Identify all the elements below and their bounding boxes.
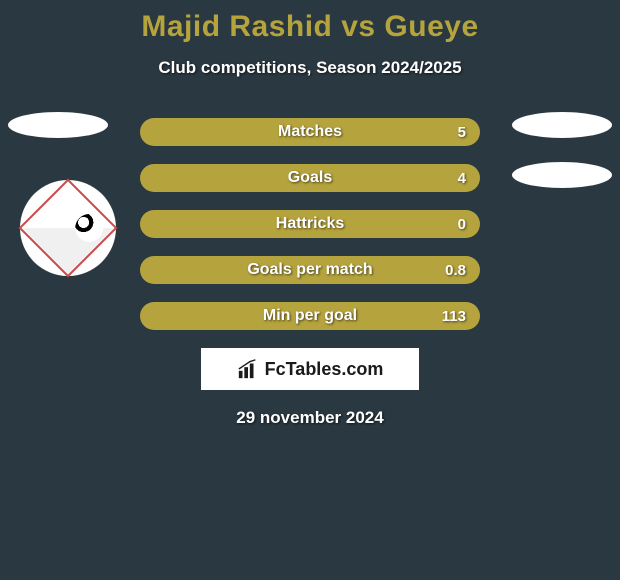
player-left-pill xyxy=(8,112,108,138)
stat-label: Hattricks xyxy=(276,215,344,233)
player-right-pill-2 xyxy=(512,162,612,188)
stat-bar: Hattricks 0 xyxy=(140,210,480,238)
date-label: 29 november 2024 xyxy=(0,408,620,428)
stat-bar: Matches 5 xyxy=(140,118,480,146)
stat-bar: Goals 4 xyxy=(140,164,480,192)
club-badge-icon xyxy=(19,179,118,278)
club-badge xyxy=(20,180,116,276)
stat-bar: Goals per match 0.8 xyxy=(140,256,480,284)
stat-label: Matches xyxy=(278,123,342,141)
barchart-icon xyxy=(237,358,259,380)
stat-value: 5 xyxy=(458,124,466,141)
stat-bar: Min per goal 113 xyxy=(140,302,480,330)
player-right-pill-1 xyxy=(512,112,612,138)
stat-value: 0.8 xyxy=(445,262,466,279)
stat-label: Goals xyxy=(288,169,332,187)
stats-area: Matches 5 Goals 4 Hattricks 0 Goals per … xyxy=(0,118,620,330)
comparison-title: Majid Rashid vs Gueye xyxy=(0,0,620,44)
comparison-subtitle: Club competitions, Season 2024/2025 xyxy=(0,58,620,78)
stat-bars: Matches 5 Goals 4 Hattricks 0 Goals per … xyxy=(140,118,480,330)
stat-value: 0 xyxy=(458,216,466,233)
stat-value: 113 xyxy=(442,308,466,325)
brand-box[interactable]: FcTables.com xyxy=(201,348,419,390)
brand-text: FcTables.com xyxy=(265,359,384,380)
stat-label: Goals per match xyxy=(247,261,372,279)
stat-label: Min per goal xyxy=(263,307,357,325)
stat-value: 4 xyxy=(458,170,466,187)
